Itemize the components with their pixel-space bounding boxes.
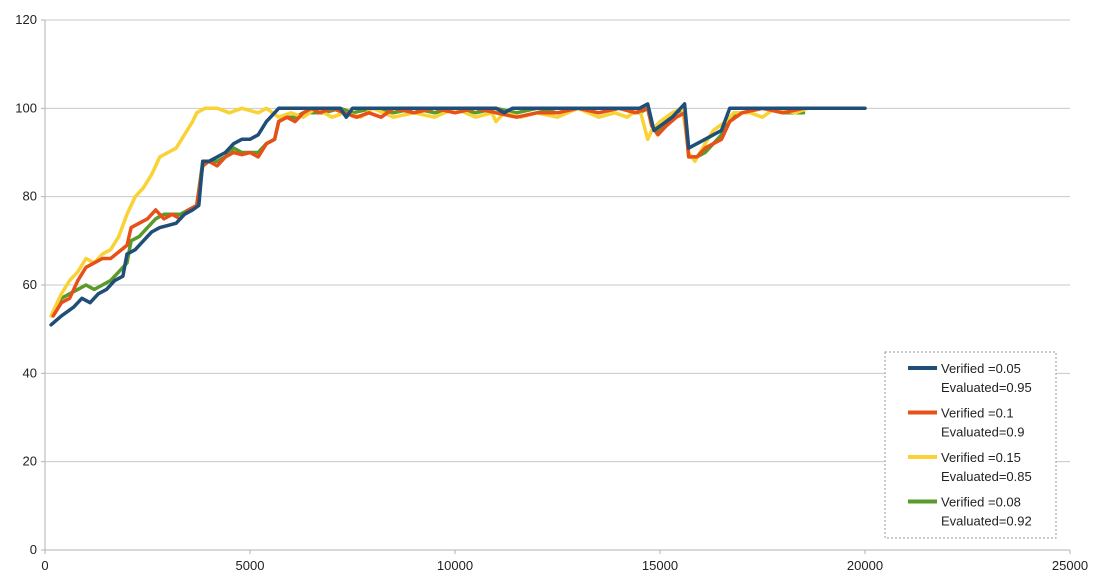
y-tick-label: 120	[15, 12, 37, 27]
y-axis-tick-labels: 0 20 40 60 80 100 120	[15, 12, 37, 557]
legend-entry-label-line2: Evaluated=0.92	[941, 514, 1032, 529]
y-tick-label: 20	[23, 454, 37, 469]
legend-entry-label: Verified =0.08	[941, 495, 1021, 510]
legend-entry-label-line2: Evaluated=0.95	[941, 380, 1032, 395]
x-tick-label: 10000	[437, 558, 473, 573]
axes	[41, 19, 1071, 554]
legend-entry-label: Verified =0.05	[941, 361, 1021, 376]
legend-entry-label: Verified =0.1	[941, 406, 1014, 421]
series-line-1	[49, 102, 867, 327]
legend-entry-label-line2: Evaluated=0.9	[941, 425, 1024, 440]
series-line-2	[51, 106, 826, 318]
y-tick-label: 60	[23, 277, 37, 292]
legend-entry-label: Verified =0.15	[941, 450, 1021, 465]
legend-entry-label-line2: Evaluated=0.85	[941, 469, 1032, 484]
legend-box	[884, 351, 1057, 539]
y-tick-label: 0	[30, 542, 37, 557]
y-tick-label: 100	[15, 100, 37, 115]
x-tick-label: 25000	[1052, 558, 1088, 573]
y-tick-label: 80	[23, 189, 37, 204]
series-line-4	[51, 106, 806, 314]
x-tick-label: 0	[41, 558, 48, 573]
series-lines	[49, 102, 867, 327]
legend: Verified =0.05 Evaluated=0.95 Verified =0.…	[884, 351, 1057, 539]
x-tick-label: 20000	[847, 558, 883, 573]
y-tick-label: 40	[23, 365, 37, 380]
x-tick-label: 15000	[642, 558, 678, 573]
x-tick-label: 5000	[236, 558, 265, 573]
x-axis-tick-labels: 0 5000 10000 15000 20000 25000	[41, 558, 1088, 573]
